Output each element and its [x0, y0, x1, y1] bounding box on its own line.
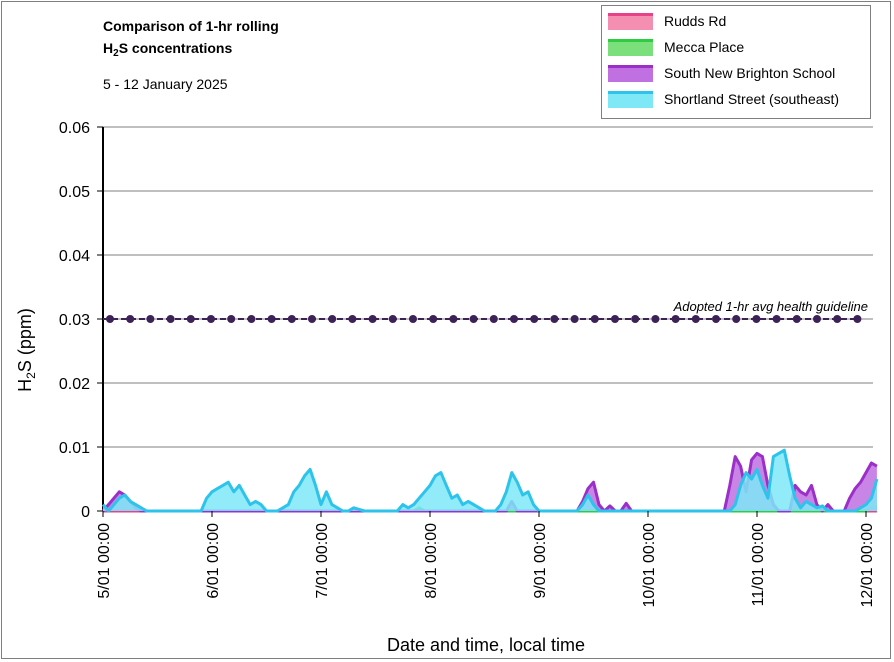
legend-item: Shortland Street (southeast) [608, 89, 868, 109]
guideline-marker [126, 315, 135, 323]
guideline-marker [772, 315, 781, 323]
guideline-marker [651, 315, 660, 323]
guideline-marker [590, 315, 599, 323]
guideline-marker [712, 315, 720, 323]
guideline-marker [146, 315, 155, 323]
chart-title-line2: H2S concentrations [103, 40, 233, 59]
guideline-marker [409, 315, 417, 323]
guideline-marker [186, 315, 195, 323]
guideline-marker [530, 315, 539, 323]
legend-item: South New Brighton School [608, 63, 868, 83]
legend-label: Rudds Rd [664, 13, 727, 29]
y-tick-label: 0.03 [59, 312, 90, 329]
guideline-marker [752, 315, 761, 323]
x-tick-label: 10/01 00:00 [641, 523, 658, 608]
guideline-marker [388, 315, 397, 323]
guideline-marker [732, 315, 741, 323]
guideline-marker [368, 315, 377, 323]
guideline-marker [287, 315, 296, 323]
guideline-marker [570, 315, 579, 323]
y-tick-label: 0.05 [59, 184, 90, 201]
guideline-marker [550, 315, 559, 323]
guideline-marker [449, 315, 458, 323]
guideline-marker [166, 315, 175, 323]
legend-swatch [608, 13, 653, 30]
legend-label: South New Brighton School [664, 65, 836, 81]
y-tick-label: 0 [81, 504, 90, 521]
guideline-marker [631, 315, 640, 323]
y-tick-label: 0.06 [59, 120, 90, 137]
chart-legend: Rudds Rd Mecca Place South New Brighton Sc… [601, 5, 871, 119]
x-tick-label: 11/01 00:00 [750, 523, 767, 606]
y-tick-label: 0.04 [59, 248, 90, 265]
x-tick-label: 6/01 00:00 [205, 523, 222, 599]
y-axis-title: H2S (ppm) [15, 308, 38, 392]
legend-label: Shortland Street (southeast) [664, 91, 840, 107]
y-tick-label: 0.01 [59, 440, 90, 457]
guideline-marker [691, 315, 700, 323]
legend-label: Mecca Place [664, 39, 745, 55]
guideline-marker [308, 315, 316, 323]
x-tick-label: 12/01 00:00 [859, 523, 876, 608]
legend-swatch [608, 39, 653, 56]
x-tick-label: 7/01 00:00 [314, 523, 331, 599]
series-line-3 [101, 448, 879, 513]
guideline-marker [247, 315, 256, 323]
guideline-marker [510, 315, 518, 323]
guideline-marker [792, 315, 801, 323]
legend-swatch [608, 91, 653, 108]
y-tick-label: 0.02 [59, 376, 90, 393]
guideline-marker [328, 315, 337, 323]
series-area-3 [103, 450, 877, 511]
guideline-marker [106, 315, 114, 323]
legend-swatch [608, 65, 653, 82]
x-axis-title: Date and time, local time [387, 635, 585, 655]
guideline-marker [207, 315, 215, 323]
guideline-marker [348, 315, 357, 323]
guideline-marker [853, 315, 862, 323]
guideline-marker [429, 315, 438, 323]
x-tick-label: 8/01 00:00 [423, 523, 440, 599]
guideline-marker [813, 315, 821, 323]
x-tick-label: 9/01 00:00 [532, 523, 549, 599]
chart-title-line1: Comparison of 1-hr rolling [103, 18, 279, 34]
guideline-marker [227, 315, 236, 323]
chart-subtitle: 5 - 12 January 2025 [103, 76, 228, 92]
guideline-marker [611, 315, 619, 323]
x-tick-label: 5/01 00:00 [96, 523, 113, 599]
guideline-marker [833, 315, 842, 323]
legend-item: Rudds Rd [608, 11, 868, 31]
legend-item: Mecca Place [608, 37, 868, 57]
guideline-marker [671, 315, 680, 323]
guideline-marker [267, 315, 276, 323]
guideline-label: Adopted 1-hr avg health guideline [673, 299, 868, 314]
guideline-marker [469, 315, 478, 323]
guideline-marker [489, 315, 498, 323]
